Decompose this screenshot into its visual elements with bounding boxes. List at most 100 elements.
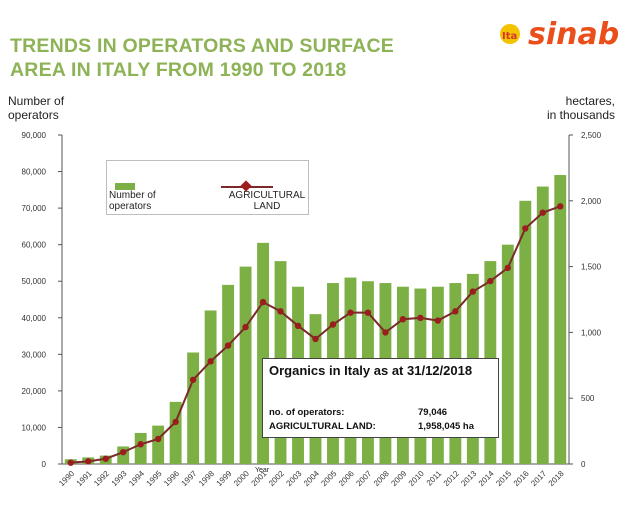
x-tick-label: 2015 [494,469,513,488]
x-tick-label: 1998 [197,469,216,488]
y-tick-label-left: 10,000 [22,423,47,432]
x-tick-label: 1997 [180,469,199,488]
legend-line-label: AGRICULTURAL LAND [228,190,306,212]
chart-title-line-1: TRENDS IN OPERATORS AND SURFACE [10,35,394,57]
line-point [102,455,109,462]
line-point [364,309,372,316]
land-label: AGRICULTURAL LAND: [269,421,376,432]
x-tick-label: 2008 [372,469,391,488]
y-tick-label-left: 30,000 [22,350,47,359]
line-point [172,418,179,426]
line-point [207,358,214,365]
x-tick-label: 1990 [57,469,76,488]
x-tick-label: 2009 [389,469,408,488]
bar [554,175,567,464]
line-point [312,335,319,343]
y-tick-label-left: 60,000 [22,241,47,250]
chart-title: TRENDS IN OPERATORS AND SURFACE AREA IN … [10,34,480,82]
summary-heading: Organics in Italy as at 31/12/2018 [269,363,473,378]
line-point [469,288,477,295]
line-point [434,317,442,324]
x-tick-label: 2002 [267,469,286,488]
line-point [189,376,197,383]
chart-legend: Number of operators AGRICULTURAL LAND [106,160,309,215]
line-point [522,225,529,232]
x-tick-label: 1991 [75,469,94,488]
y-tick-label-left: 70,000 [22,204,47,213]
y-tick-label-left: 40,000 [22,314,47,323]
bar [536,186,549,464]
x-tick-label: 2003 [284,469,303,488]
x-tick-label: 1995 [145,469,164,488]
line-point [294,322,302,330]
line-point [119,448,127,456]
y-tick-label-right: 2,500 [581,131,602,140]
y-axis-right-title: hectares, in thousands [546,94,615,122]
bar [187,352,200,464]
line-point [154,435,162,443]
y-tick-label-left: 0 [42,460,47,469]
x-tick-label: 2010 [407,469,426,488]
bar [257,242,269,464]
legend-bar-label: Number of operators [109,190,156,212]
x-tick-label: 2005 [319,469,338,488]
y-tick-label-right: 500 [581,394,595,403]
bar [239,266,252,464]
x-tick-label: 1994 [127,469,146,488]
y-tick-label-left: 90,000 [22,131,47,140]
line-point [259,298,267,306]
bar [204,310,217,464]
line-point [557,203,564,210]
bar [222,284,235,464]
line-point [242,323,249,331]
y-tick-label-right: 0 [581,460,586,469]
y-axis-left-title: Number of operators [8,94,65,122]
y-tick-label-left: 80,000 [22,168,47,177]
line-point [347,309,354,316]
x-tick-label: 1993 [110,469,129,488]
line-point [487,277,494,285]
line-point [452,308,459,315]
y-tick-label-right: 1,000 [581,328,602,337]
y-tick-label-right: 2,000 [581,197,602,206]
line-point [417,314,424,322]
bar [519,200,532,465]
y-tick-label-left: 50,000 [22,277,47,286]
x-tick-label: 2007 [354,469,373,488]
chart-title-line-2: AREA IN ITALY FROM 1990 TO 2018 [10,59,347,81]
x-tick-label: 2017 [529,469,548,488]
x-tick-label: 2014 [477,469,496,488]
legend-bar-swatch [115,183,135,190]
x-tick-label: 2011 [425,469,444,488]
x-tick-label: 2016 [512,469,531,488]
summary-box: Organics in Italy as at 31/12/2018 no. o… [262,358,499,438]
x-tick-label: 2004 [302,469,321,488]
bar [134,432,147,464]
x-tick-label: 2012 [442,469,461,488]
y-tick-label-left: 20,000 [22,387,47,396]
logo-wordmark: sinab [528,17,619,52]
x-tick-label: 1999 [215,469,234,488]
svg-text:Ita: Ita [502,31,517,42]
line-point [67,459,74,466]
line-point [85,458,92,465]
operators-value: 79,046 [418,407,448,418]
x-tick-label: 1992 [92,469,111,488]
x-axis-title: Year [255,467,270,474]
sinab-logo: Ita sinab [500,17,619,52]
line-point [504,264,512,272]
x-tick-label: 2013 [459,469,478,488]
bar [152,425,165,464]
x-tick-label: 2018 [547,469,566,488]
x-tick-label: 2000 [232,469,251,488]
x-tick-label: 2006 [337,469,356,488]
line-point [399,316,407,323]
line-point [137,441,144,448]
bar [501,244,514,464]
y-tick-label-right: 1,500 [581,263,602,272]
land-value: 1,958,045 ha [418,421,474,432]
operators-label: no. of operators: [269,407,345,418]
line-point [539,209,546,216]
bar [169,401,182,464]
x-tick-label: 1996 [162,469,181,488]
